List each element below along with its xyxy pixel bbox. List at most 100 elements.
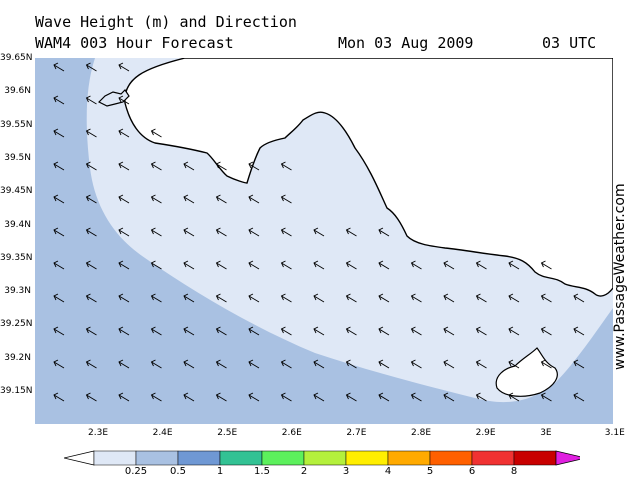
direction-arrowhead: [313, 392, 319, 400]
direction-arrowhead: [313, 227, 319, 235]
direction-arrow: [378, 295, 390, 303]
direction-arrowhead: [280, 359, 286, 367]
direction-arrow: [281, 295, 292, 303]
direction-arrowhead: [313, 326, 319, 334]
direction-arrow: [248, 196, 260, 204]
direction-arrow: [86, 163, 97, 171]
direction-arrow: [86, 262, 97, 270]
direction-arrowhead: [53, 227, 59, 235]
direction-arrowhead: [280, 293, 286, 301]
direction-arrowhead: [215, 392, 221, 400]
direction-arrowhead: [150, 161, 156, 169]
direction-arrow: [313, 262, 325, 270]
direction-arrow: [183, 394, 195, 402]
direction-arrow: [346, 328, 357, 336]
direction-arrow: [151, 295, 162, 303]
legend-swatch: [471, 450, 515, 466]
direction-arrow: [508, 361, 520, 369]
direction-arrowhead: [443, 392, 449, 400]
direction-arrow: [86, 97, 97, 105]
direction-arrowhead: [443, 326, 449, 334]
direction-arrowhead: [118, 194, 124, 202]
direction-arrowhead: [118, 293, 124, 301]
direction-arrow: [476, 262, 487, 270]
direction-arrowhead: [508, 326, 514, 334]
direction-arrowhead: [85, 194, 91, 202]
direction-arrowhead: [345, 359, 351, 367]
direction-arrowhead: [118, 62, 124, 70]
direction-arrow: [53, 163, 65, 171]
direction-arrow: [86, 130, 97, 138]
legend-label: 8: [510, 466, 518, 477]
legend-swatch: [387, 450, 431, 466]
direction-arrow: [248, 163, 260, 171]
direction-arrow: [216, 262, 227, 270]
direction-arrowhead: [150, 227, 156, 235]
forecast-time: 03 UTC: [542, 34, 597, 52]
direction-arrow: [86, 295, 97, 303]
direction-arrow: [151, 361, 162, 369]
direction-arrow: [118, 64, 130, 72]
direction-arrowhead: [85, 359, 91, 367]
watermark: www.PassageWeather.com: [612, 183, 628, 370]
direction-arrow: [86, 64, 97, 72]
direction-arrow: [346, 295, 357, 303]
direction-arrowhead: [215, 293, 221, 301]
legend-label: 0.25: [124, 466, 148, 477]
direction-arrowhead: [248, 260, 254, 268]
direction-arrowhead: [53, 62, 59, 70]
direction-arrowhead: [280, 260, 286, 268]
direction-arrow: [248, 328, 260, 336]
direction-arrow: [378, 328, 390, 336]
direction-arrowhead: [215, 227, 221, 235]
direction-arrow: [541, 361, 552, 369]
direction-arrow: [118, 97, 130, 105]
direction-arrowhead: [378, 260, 384, 268]
direction-arrowhead: [443, 359, 449, 367]
direction-arrowhead: [248, 359, 254, 367]
direction-arrow: [53, 64, 65, 72]
direction-arrow: [313, 328, 325, 336]
direction-arrow: [183, 229, 195, 237]
direction-arrowhead: [150, 326, 156, 334]
direction-arrowhead: [573, 326, 579, 334]
direction-arrowhead: [410, 260, 416, 268]
lat-label: 39.55N: [0, 119, 33, 130]
direction-arrowhead: [345, 260, 351, 268]
legend-swatch: [429, 450, 473, 466]
direction-arrow: [541, 262, 552, 270]
lat-label: 39.5N: [4, 152, 31, 163]
direction-arrow: [281, 262, 292, 270]
direction-arrow: [443, 361, 455, 369]
direction-arrowhead: [540, 359, 546, 367]
direction-arrow: [346, 262, 357, 270]
lon-label: 2.4E: [152, 428, 173, 438]
lat-label: 39.25N: [0, 319, 33, 330]
direction-arrowhead: [85, 293, 91, 301]
direction-arrowhead: [183, 161, 189, 169]
direction-arrowhead: [183, 260, 189, 268]
direction-arrow: [476, 394, 487, 402]
direction-arrowhead: [183, 392, 189, 400]
direction-arrow: [411, 262, 422, 270]
direction-arrowhead: [118, 392, 124, 400]
lon-label: 3.1E: [604, 428, 625, 438]
lon-label: 2.9E: [475, 428, 496, 438]
direction-arrowhead: [150, 194, 156, 202]
direction-arrow: [541, 295, 552, 303]
direction-arrow: [118, 130, 130, 138]
forecast-date: Mon 03 Aug 2009: [338, 34, 474, 52]
direction-arrow: [281, 229, 292, 237]
direction-arrow: [183, 262, 195, 270]
direction-arrowhead: [410, 326, 416, 334]
direction-arrow: [378, 229, 390, 237]
direction-arrow: [118, 361, 130, 369]
direction-arrow: [541, 328, 552, 336]
direction-arrowhead: [215, 260, 221, 268]
direction-arrowhead: [378, 359, 384, 367]
direction-arrow: [183, 295, 195, 303]
direction-arrow: [151, 229, 162, 237]
direction-arrowhead: [475, 260, 481, 268]
legend-swatch: [261, 450, 305, 466]
lat-label: 39.45N: [0, 186, 33, 197]
